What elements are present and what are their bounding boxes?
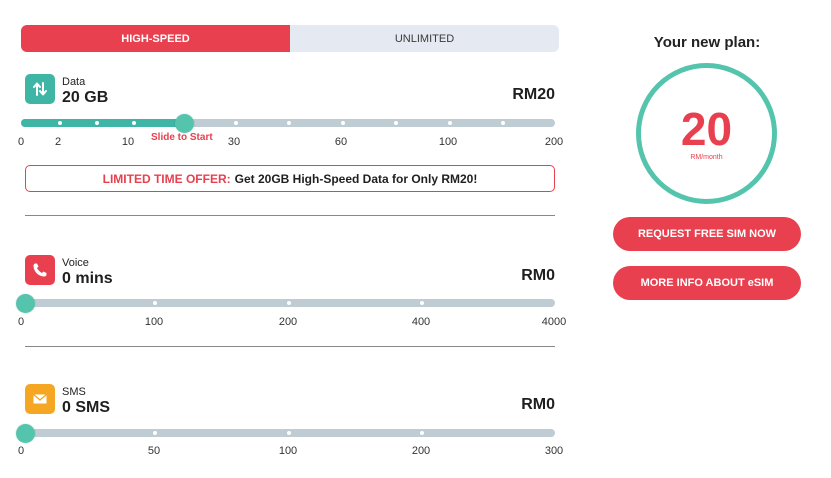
data-transfer-arrows-icon	[25, 74, 55, 104]
slider-step-dot	[420, 431, 424, 435]
tab-unlimited[interactable]: UNLIMITED	[290, 25, 559, 52]
slide-to-start-hint: Slide to Start	[151, 132, 213, 143]
voice-value: 0 mins	[62, 270, 113, 287]
data-label: Data	[62, 76, 86, 88]
slider-step-dot	[448, 121, 452, 125]
sms-tick-label: 200	[411, 445, 431, 457]
data-tick-label: 30	[227, 136, 241, 148]
data-tick-label: 0	[17, 136, 25, 148]
sms-section: SMS 0 SMS RM0 0 50 100 200 300	[15, 384, 564, 464]
sms-price: RM0	[521, 396, 555, 413]
slider-step-dot	[501, 121, 505, 125]
slider-step-dot	[132, 121, 136, 125]
offer-highlight: LIMITED TIME OFFER:	[102, 171, 231, 186]
data-slider-track[interactable]	[21, 113, 555, 133]
data-tick-label: 2	[54, 136, 62, 148]
section-divider	[25, 346, 555, 347]
sms-slider-thumb[interactable]	[15, 423, 35, 443]
plan-unit: RM/month	[690, 154, 723, 161]
voice-tick-label: 4000	[541, 316, 567, 328]
slider-step-dot	[341, 121, 345, 125]
more-info-esim-button[interactable]: MORE INFO ABOUT eSIM	[613, 266, 801, 300]
voice-tick-label: 0	[17, 316, 25, 328]
slider-step-dot	[420, 301, 424, 305]
sms-label: SMS	[62, 386, 86, 398]
request-free-sim-button[interactable]: REQUEST FREE SIM NOW	[613, 217, 801, 251]
plan-title: Your new plan:	[653, 34, 761, 51]
data-section: Data 20 GB RM20 Slide to Start 0 2 10 30…	[17, 74, 564, 154]
slider-step-dot	[287, 431, 291, 435]
sms-tick-label: 100	[278, 445, 298, 457]
sms-tick-label: 300	[544, 445, 564, 457]
sms-value: 0 SMS	[62, 399, 111, 416]
voice-label: Voice	[62, 257, 89, 269]
voice-slider-thumb[interactable]	[15, 293, 35, 313]
data-price: RM20	[512, 86, 555, 103]
data-tick-label: 10	[121, 136, 135, 148]
slider-step-dot	[234, 121, 238, 125]
data-tick-label: 200	[544, 136, 564, 148]
data-slider-fill	[21, 119, 184, 127]
sms-tick-label: 50	[147, 445, 161, 457]
sms-tick-label: 0	[17, 445, 25, 457]
offer-text: Get 20GB High-Speed Data for Only RM20!	[234, 171, 478, 186]
data-tick-label: 60	[334, 136, 348, 148]
limited-offer-banner: LIMITED TIME OFFER: Get 20GB High-Speed …	[25, 165, 555, 192]
envelope-icon	[25, 384, 55, 414]
data-tick-label: 100	[438, 136, 458, 148]
sms-slider-track[interactable]	[15, 423, 555, 443]
tab-high-speed[interactable]: HIGH-SPEED	[21, 25, 290, 52]
voice-tick-label: 100	[144, 316, 164, 328]
slider-step-dot	[287, 121, 291, 125]
phone-icon	[25, 255, 55, 285]
slider-step-dot	[95, 121, 99, 125]
slider-step-dot	[58, 121, 62, 125]
section-divider	[25, 215, 555, 216]
voice-section: Voice 0 mins RM0 0 100 200 400 4000	[15, 255, 566, 335]
data-slider-thumb[interactable]	[174, 113, 194, 133]
voice-tick-label: 200	[278, 316, 298, 328]
slider-step-dot	[153, 301, 157, 305]
voice-tick-label: 400	[411, 316, 431, 328]
plan-type-tabs: HIGH-SPEED UNLIMITED	[21, 25, 559, 52]
data-value: 20 GB	[62, 89, 109, 106]
voice-slider-track[interactable]	[15, 293, 555, 313]
plan-price-circle: 20 RM/month	[636, 63, 777, 204]
slider-step-dot	[394, 121, 398, 125]
voice-price: RM0	[521, 267, 555, 284]
slider-step-dot	[287, 301, 291, 305]
plan-amount: 20	[680, 103, 733, 155]
slider-step-dot	[153, 431, 157, 435]
